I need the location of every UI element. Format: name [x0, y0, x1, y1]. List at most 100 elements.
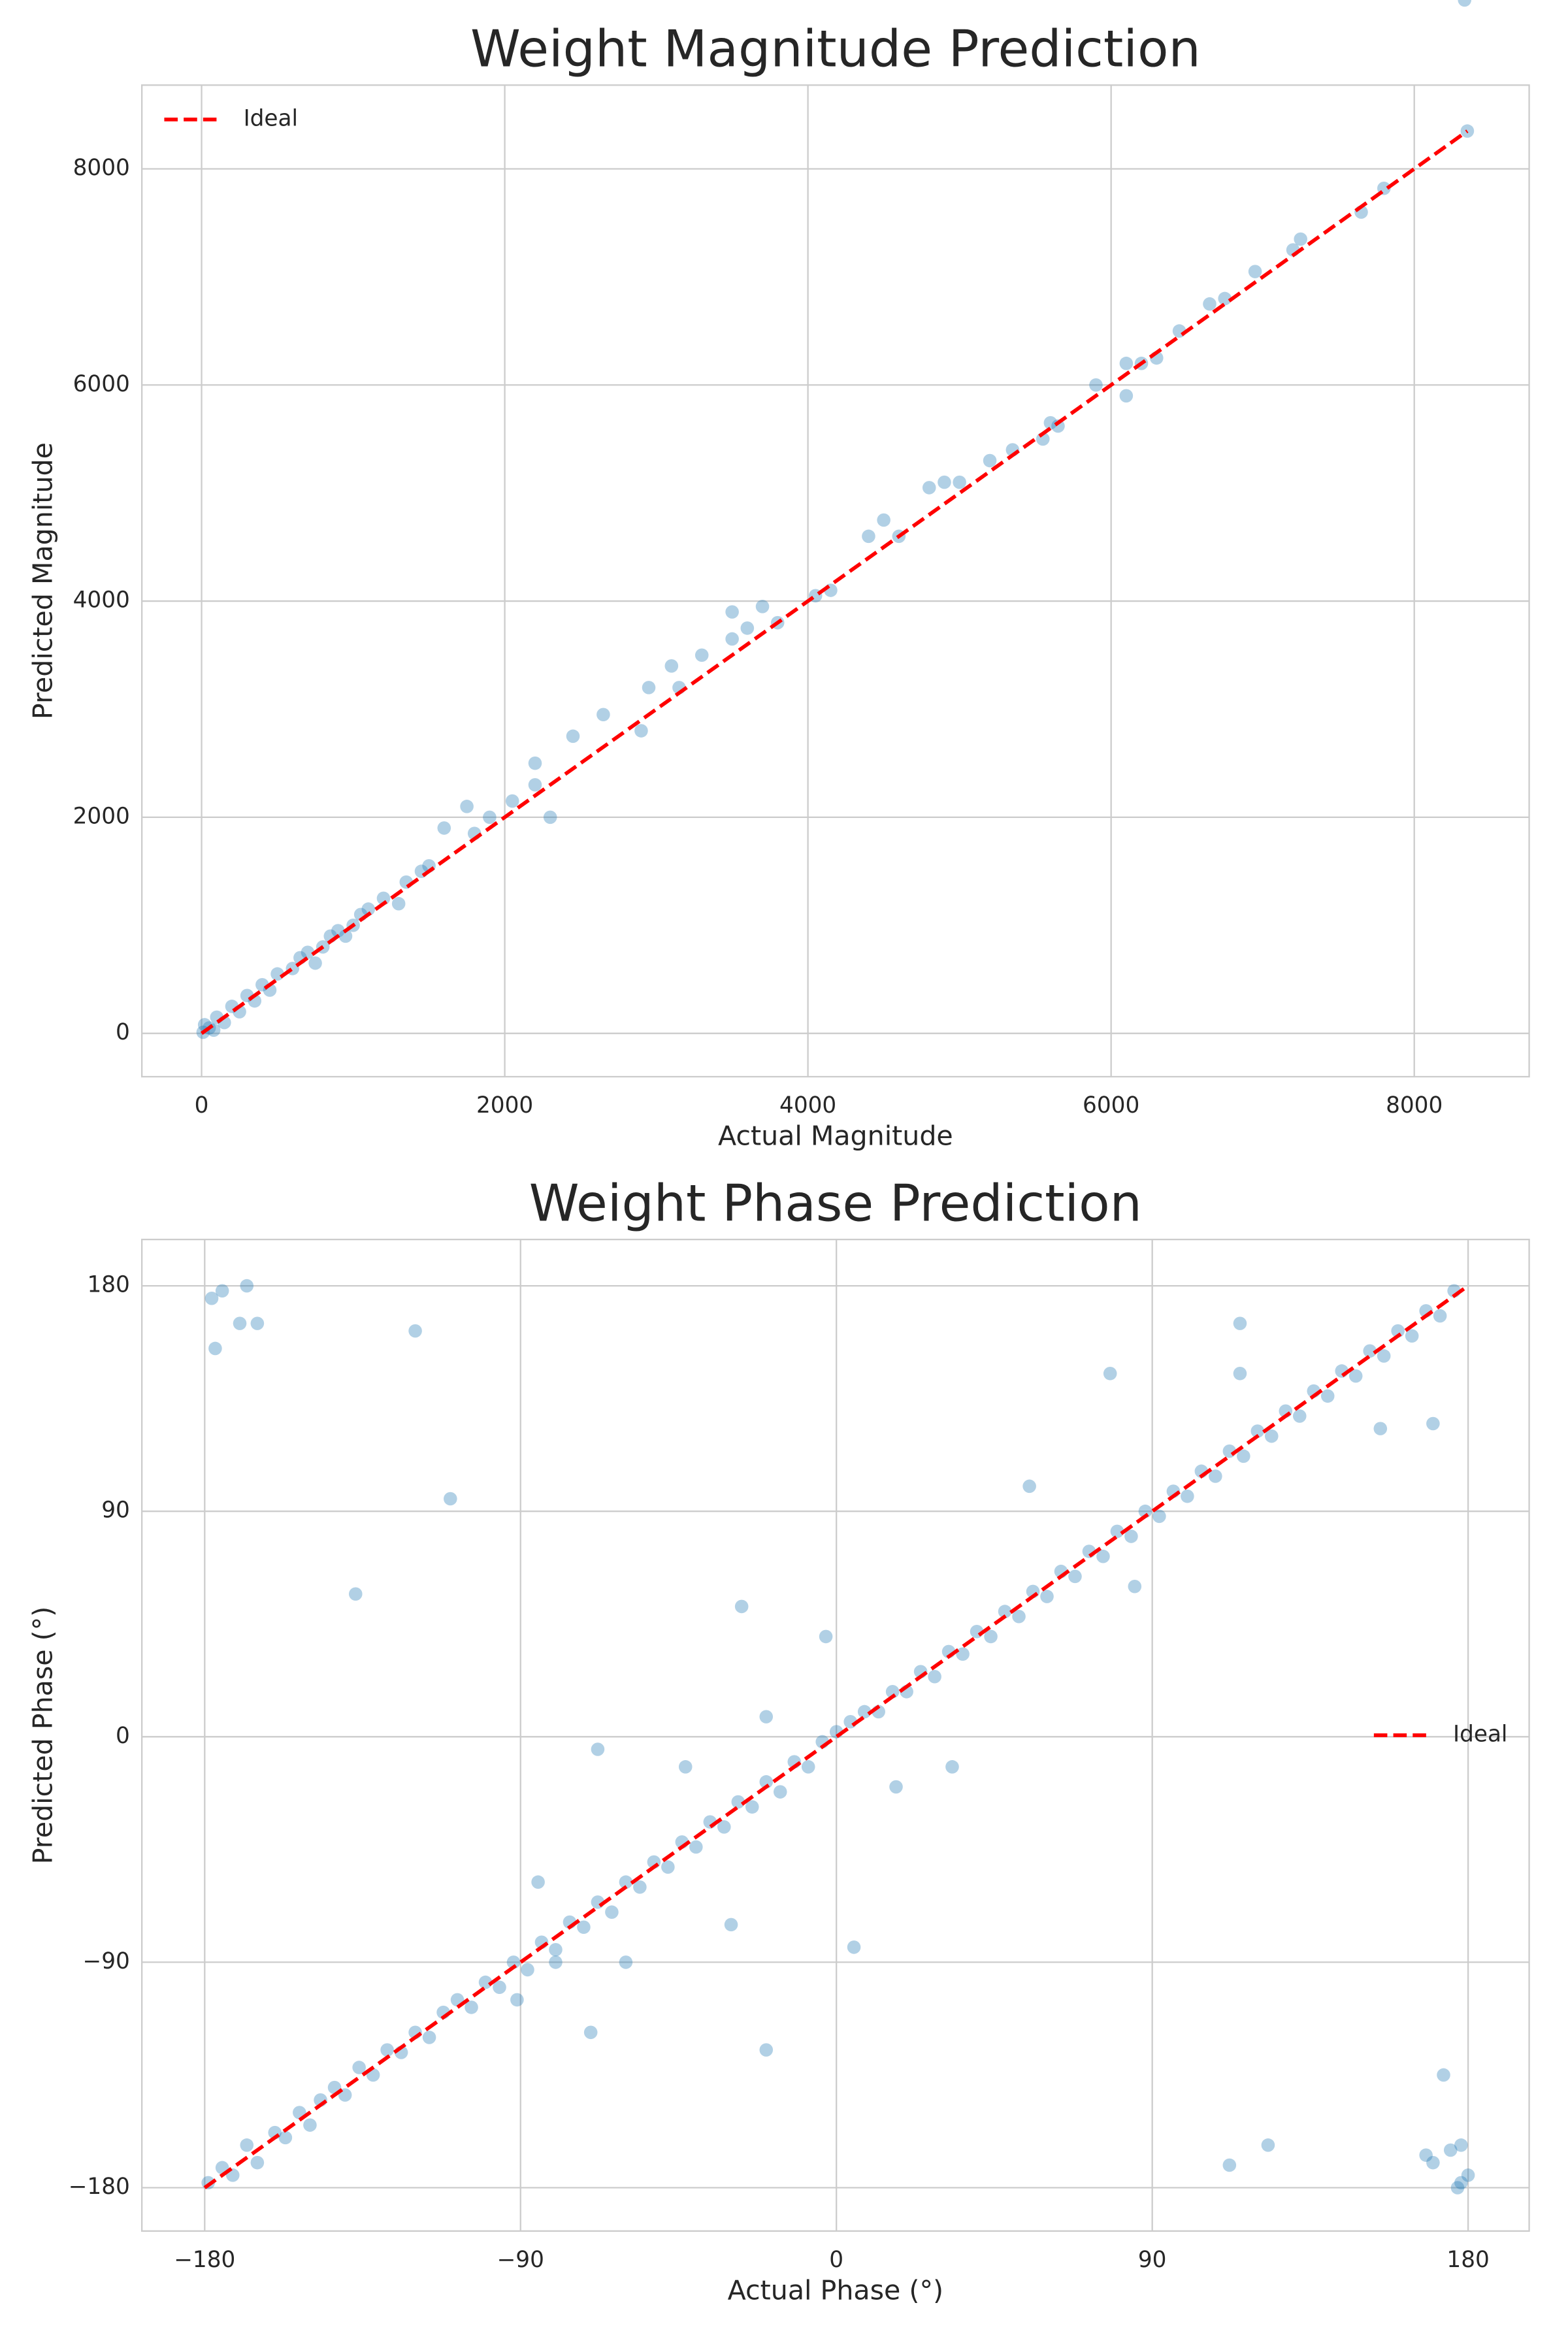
scatter-point	[1043, 416, 1058, 430]
x-tick-label: 0	[195, 1092, 209, 1119]
scatter-point	[1222, 2158, 1237, 2172]
scatter-point	[510, 1993, 524, 2007]
scatter-point	[1454, 2138, 1468, 2152]
x-tick-label: 0	[829, 2247, 843, 2273]
scatter-point	[331, 924, 345, 938]
scatter-point	[566, 729, 580, 743]
scatter-point	[301, 945, 315, 959]
x-tick-label: −180	[174, 2247, 235, 2273]
scatter-point	[819, 1629, 833, 1644]
scatter-point	[689, 1840, 703, 1854]
ideal-line	[200, 129, 1469, 1036]
scatter-point	[549, 1942, 563, 1957]
scatter-point	[877, 513, 890, 527]
scatter-point	[250, 1316, 265, 1330]
scatter-point	[549, 1955, 563, 1969]
scatter-point	[1089, 378, 1103, 392]
scatter-point	[661, 1860, 675, 1874]
scatter-point	[528, 777, 542, 792]
scatter-point	[731, 1795, 745, 1809]
scatter-point	[759, 1775, 774, 1789]
scatter-point	[1040, 1590, 1054, 1603]
scatter-point	[953, 475, 966, 489]
scatter-point	[1181, 1489, 1194, 1503]
scatter-point	[1377, 1349, 1391, 1363]
scatter-point	[1460, 124, 1475, 138]
scatter-point	[1433, 1309, 1447, 1323]
scatter-point	[1450, 2181, 1465, 2195]
scatter-point	[619, 1875, 633, 1889]
scatter-point	[1437, 2068, 1450, 2082]
scatter-point	[1124, 1529, 1138, 1543]
y-tick-label: 0	[116, 1019, 130, 1045]
scatter-point	[460, 800, 474, 813]
scatter-point	[483, 810, 497, 825]
scatter-point	[1250, 1424, 1265, 1438]
scatter-point	[1203, 297, 1217, 311]
scatter-point	[1292, 1409, 1307, 1423]
scatter-point	[338, 929, 353, 943]
x-tick-label: 90	[1138, 2247, 1167, 2273]
x-tick-label: 4000	[779, 1092, 836, 1119]
scatter-point	[928, 1669, 941, 1684]
scatter-point	[1261, 2138, 1275, 2152]
scatter-point	[1294, 232, 1307, 246]
y-tick-label: 90	[101, 1497, 130, 1524]
scatter-point	[1128, 1579, 1142, 1593]
scatter-point	[308, 956, 322, 970]
scatter-point	[857, 1705, 872, 1719]
scatter-point	[1363, 1344, 1377, 1358]
scatter-point	[1426, 1416, 1440, 1431]
scatter-point	[215, 1284, 229, 1298]
scatter-point	[1012, 1609, 1026, 1624]
scatter-point	[233, 1316, 247, 1330]
scatter-point	[1237, 1449, 1250, 1463]
scatter-point	[376, 891, 391, 906]
scatter-point	[1373, 1422, 1388, 1435]
x-tick-label: −90	[497, 2247, 544, 2273]
scatter-point	[759, 1710, 774, 1723]
x-axis-label: Actual Phase (°)	[728, 2275, 943, 2306]
y-axis-label: Predicted Magnitude	[27, 442, 59, 719]
y-tick-label: 6000	[73, 371, 130, 397]
y-tick-label: −180	[69, 2174, 130, 2200]
scatter-point	[591, 1742, 605, 1756]
scatter-point	[1458, 0, 1472, 7]
scatter-point	[348, 1587, 363, 1601]
scatter-point	[1454, 2176, 1468, 2190]
scatter-point	[1138, 1504, 1152, 1518]
scatter-point	[1443, 2143, 1458, 2157]
scatter-point	[945, 1760, 959, 1774]
scatter-point	[678, 1760, 693, 1774]
plot-area	[141, 1239, 1530, 2232]
scatter-point	[619, 1955, 633, 1969]
y-tick-label: 8000	[73, 155, 130, 181]
scatter-point	[1461, 2168, 1475, 2182]
scatter-point	[1233, 1367, 1247, 1380]
scatter-point	[278, 2131, 293, 2145]
scatter-point	[270, 967, 284, 981]
scatter-point	[303, 2118, 317, 2132]
scatter-point	[759, 2043, 774, 2057]
y-tick-label: 2000	[73, 803, 130, 829]
scatter-point	[1096, 1549, 1110, 1563]
scatter-point	[605, 1905, 619, 1919]
scatter-point	[885, 1684, 900, 1699]
scatter-point	[938, 475, 951, 489]
scatter-point	[352, 2061, 366, 2074]
y-tick-label: 180	[87, 1272, 129, 1298]
scatter-point	[505, 794, 519, 808]
x-axis-label: Actual Magnitude	[718, 1120, 953, 1152]
scatter-point	[664, 659, 679, 673]
scatter-point	[204, 1291, 219, 1305]
scatter-point	[208, 1341, 222, 1356]
scatter-point	[740, 621, 755, 635]
scatter-point	[1248, 265, 1262, 278]
scatter-point	[521, 1963, 534, 1977]
scatter-point	[1419, 2148, 1433, 2162]
scatter-point	[1110, 1524, 1124, 1539]
scatter-point	[240, 2138, 254, 2152]
scatter-point	[1391, 1324, 1405, 1338]
scatter-point	[465, 2001, 478, 2014]
